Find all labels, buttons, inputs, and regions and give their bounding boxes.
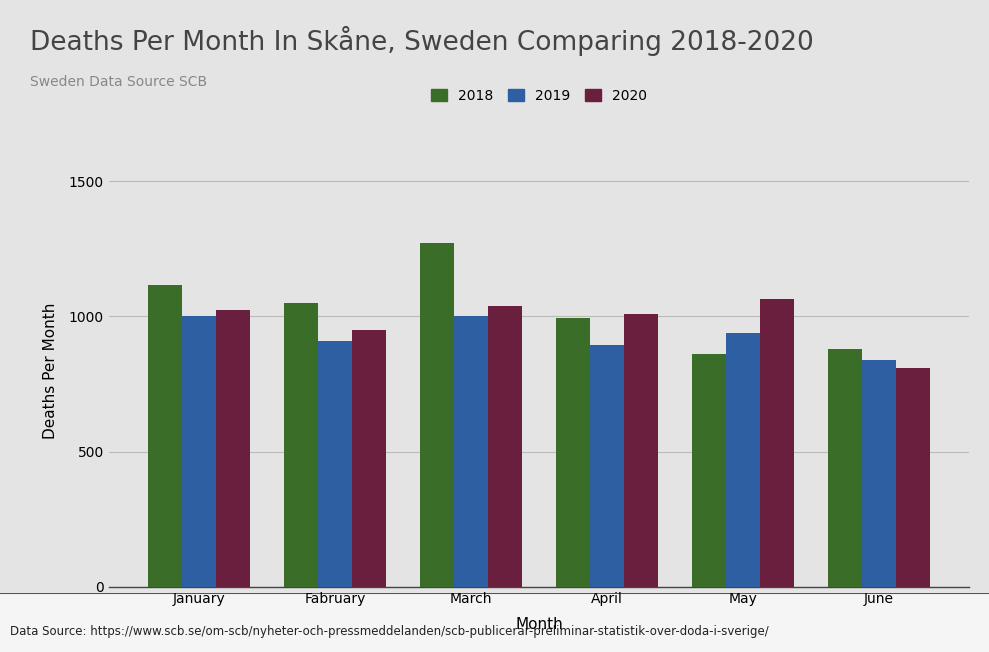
Text: Deaths Per Month In Skåne, Sweden Comparing 2018-2020: Deaths Per Month In Skåne, Sweden Compar… xyxy=(30,26,813,56)
Legend: 2018, 2019, 2020: 2018, 2019, 2020 xyxy=(425,83,653,108)
Bar xyxy=(896,368,930,587)
Bar xyxy=(761,299,794,587)
Bar xyxy=(692,354,726,587)
Y-axis label: Deaths Per Month: Deaths Per Month xyxy=(43,303,57,439)
Bar xyxy=(352,330,386,587)
Bar xyxy=(284,303,317,587)
Bar xyxy=(556,318,590,587)
Bar xyxy=(420,243,454,587)
Bar xyxy=(488,306,522,587)
Bar xyxy=(590,345,624,587)
Bar xyxy=(624,314,658,587)
Bar xyxy=(726,333,761,587)
Bar xyxy=(148,286,182,587)
Bar xyxy=(828,349,862,587)
X-axis label: Month: Month xyxy=(515,617,563,632)
Bar xyxy=(862,360,896,587)
Bar xyxy=(182,316,216,587)
Bar xyxy=(216,310,250,587)
Text: Sweden Data Source SCB: Sweden Data Source SCB xyxy=(30,75,207,89)
Text: Data Source: https://www.scb.se/om-scb/nyheter-och-pressmeddelanden/scb-publicer: Data Source: https://www.scb.se/om-scb/n… xyxy=(10,625,768,638)
Bar xyxy=(317,341,352,587)
Bar xyxy=(454,316,488,587)
